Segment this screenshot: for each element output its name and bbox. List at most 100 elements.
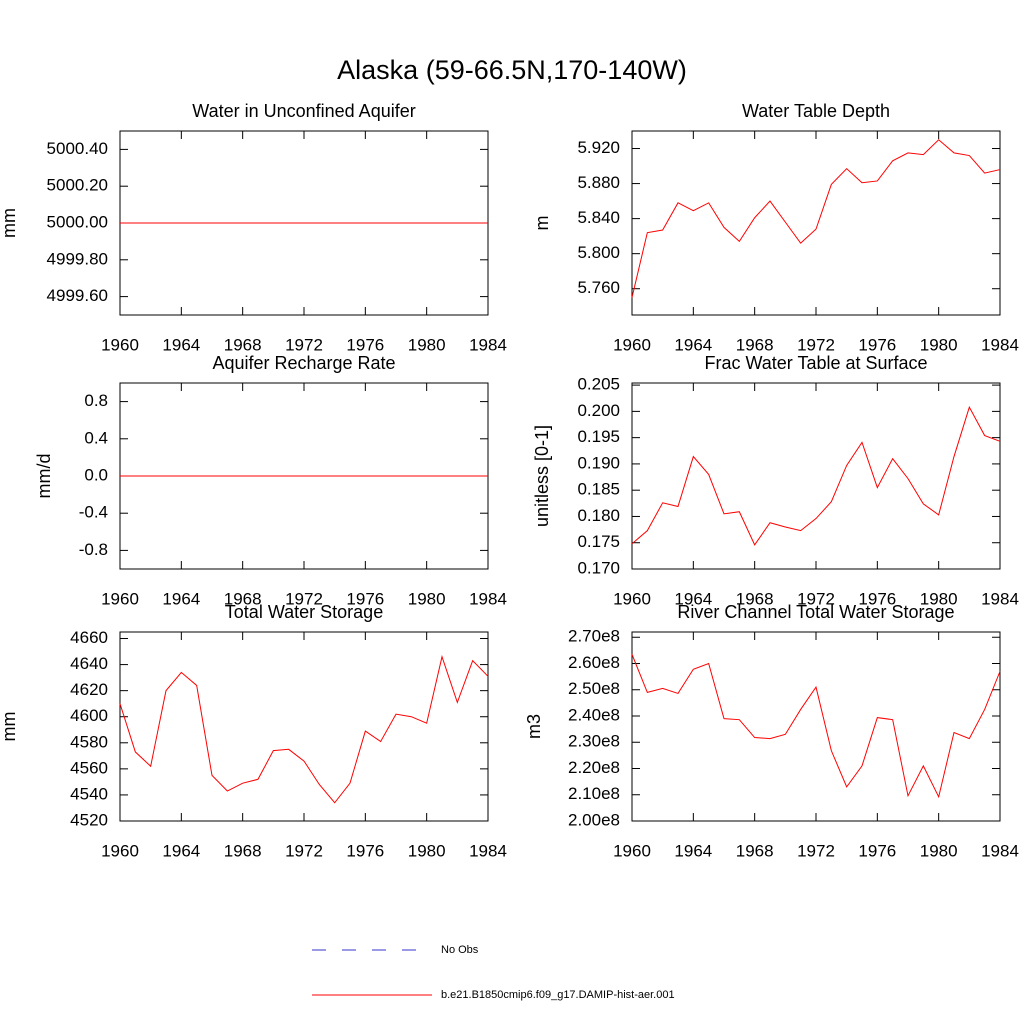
y-axis-label: unitless [0-1] bbox=[532, 425, 552, 527]
x-tick-label: 1980 bbox=[920, 589, 958, 608]
y-tick-label: 0.205 bbox=[577, 375, 620, 394]
y-tick-label: 4560 bbox=[70, 758, 108, 777]
y-tick-label: 5.880 bbox=[577, 173, 620, 192]
y-tick-label: 4540 bbox=[70, 784, 108, 803]
x-tick-label: 1968 bbox=[224, 841, 262, 860]
x-tick-label: 1968 bbox=[736, 335, 774, 354]
y-tick-label: 4580 bbox=[70, 732, 108, 751]
y-tick-label: 5.840 bbox=[577, 208, 620, 227]
y-tick-label: 0.190 bbox=[577, 453, 620, 472]
panel-title: Water Table Depth bbox=[742, 101, 890, 121]
x-tick-label: 1972 bbox=[285, 335, 323, 354]
legend-label: b.e21.B1850cmip6.f09_g17.DAMIP-hist-aer.… bbox=[441, 989, 675, 1001]
y-tick-label: 2.40e8 bbox=[568, 705, 620, 724]
x-tick-label: 1980 bbox=[408, 589, 446, 608]
y-tick-label: -0.8 bbox=[79, 540, 108, 559]
y-tick-label: 4660 bbox=[70, 628, 108, 647]
y-tick-label: -0.4 bbox=[79, 503, 108, 522]
y-tick-label: 4620 bbox=[70, 680, 108, 699]
x-tick-label: 1960 bbox=[613, 335, 651, 354]
panel-title: Frac Water Table at Surface bbox=[704, 353, 927, 373]
x-tick-label: 1984 bbox=[981, 841, 1019, 860]
y-tick-label: 0.180 bbox=[577, 506, 620, 525]
y-tick-label: 5.760 bbox=[577, 278, 620, 297]
x-tick-label: 1968 bbox=[736, 589, 774, 608]
x-tick-label: 1960 bbox=[613, 589, 651, 608]
y-tick-label: 4999.60 bbox=[47, 286, 108, 305]
y-tick-label: 0.195 bbox=[577, 427, 620, 446]
x-tick-label: 1972 bbox=[285, 589, 323, 608]
plot-frame bbox=[631, 631, 1001, 822]
y-tick-label: 4999.80 bbox=[47, 249, 108, 268]
x-tick-label: 1964 bbox=[674, 589, 712, 608]
y-tick-label: 4520 bbox=[70, 810, 108, 829]
x-tick-label: 1968 bbox=[736, 841, 774, 860]
x-tick-label: 1972 bbox=[285, 841, 323, 860]
figure-title: Alaska (59-66.5N,170-140W) bbox=[337, 55, 687, 85]
y-tick-label: 2.10e8 bbox=[568, 784, 620, 803]
y-tick-label: 0.175 bbox=[577, 532, 620, 551]
y-axis-label: m bbox=[532, 216, 552, 231]
y-tick-label: 2.70e8 bbox=[568, 627, 620, 646]
y-tick-label: 0.8 bbox=[84, 391, 108, 410]
x-tick-label: 1984 bbox=[469, 335, 507, 354]
y-tick-label: 4640 bbox=[70, 654, 108, 673]
x-tick-label: 1968 bbox=[224, 335, 262, 354]
y-tick-label: 2.50e8 bbox=[568, 679, 620, 698]
x-tick-label: 1976 bbox=[858, 841, 896, 860]
y-tick-label: 2.60e8 bbox=[568, 653, 620, 672]
x-tick-label: 1964 bbox=[162, 589, 200, 608]
panel-title: Water in Unconfined Aquifer bbox=[192, 101, 415, 121]
panel-title: River Channel Total Water Storage bbox=[677, 602, 954, 622]
x-tick-label: 1964 bbox=[674, 335, 712, 354]
x-tick-label: 1960 bbox=[101, 589, 139, 608]
x-tick-label: 1960 bbox=[101, 841, 139, 860]
y-tick-label: 2.20e8 bbox=[568, 758, 620, 777]
y-tick-label: 0.200 bbox=[577, 401, 620, 420]
data-line bbox=[631, 405, 1001, 546]
plot-frame bbox=[631, 130, 1001, 316]
y-tick-label: 5000.00 bbox=[47, 212, 108, 231]
y-tick-label: 0.4 bbox=[84, 428, 108, 447]
data-line bbox=[631, 139, 1001, 298]
x-tick-label: 1960 bbox=[613, 841, 651, 860]
x-tick-label: 1964 bbox=[162, 335, 200, 354]
y-tick-label: 5000.40 bbox=[47, 139, 108, 158]
y-tick-label: 0.0 bbox=[84, 465, 108, 484]
x-tick-label: 1984 bbox=[981, 589, 1019, 608]
legend-label: No Obs bbox=[441, 944, 479, 956]
x-tick-label: 1972 bbox=[797, 589, 835, 608]
y-axis-label: mm bbox=[0, 712, 19, 742]
x-tick-label: 1976 bbox=[346, 589, 384, 608]
y-tick-label: 5.920 bbox=[577, 138, 620, 157]
x-tick-label: 1980 bbox=[920, 335, 958, 354]
x-tick-label: 1972 bbox=[797, 335, 835, 354]
x-tick-label: 1976 bbox=[858, 335, 896, 354]
y-tick-label: 4600 bbox=[70, 706, 108, 725]
x-tick-label: 1960 bbox=[101, 335, 139, 354]
data-line bbox=[119, 654, 489, 804]
x-tick-label: 1980 bbox=[920, 841, 958, 860]
x-tick-label: 1984 bbox=[469, 841, 507, 860]
plot-frame bbox=[119, 631, 489, 822]
x-tick-label: 1976 bbox=[858, 589, 896, 608]
y-tick-label: 2.00e8 bbox=[568, 810, 620, 829]
y-axis-label: mm bbox=[0, 208, 19, 238]
y-tick-label: 5000.20 bbox=[47, 176, 108, 195]
x-tick-label: 1976 bbox=[346, 841, 384, 860]
x-tick-label: 1980 bbox=[408, 335, 446, 354]
y-axis-label: mm/d bbox=[34, 454, 54, 499]
x-tick-label: 1964 bbox=[162, 841, 200, 860]
y-tick-label: 2.30e8 bbox=[568, 732, 620, 751]
y-tick-label: 5.800 bbox=[577, 243, 620, 262]
panel-title: Total Water Storage bbox=[225, 602, 383, 622]
y-tick-label: 0.185 bbox=[577, 480, 620, 499]
y-tick-label: 0.170 bbox=[577, 558, 620, 577]
y-axis-label: m3 bbox=[524, 714, 544, 739]
panel-title: Aquifer Recharge Rate bbox=[212, 353, 395, 373]
x-tick-label: 1984 bbox=[981, 335, 1019, 354]
data-line bbox=[631, 654, 1001, 799]
x-tick-label: 1972 bbox=[797, 841, 835, 860]
x-tick-label: 1984 bbox=[469, 589, 507, 608]
